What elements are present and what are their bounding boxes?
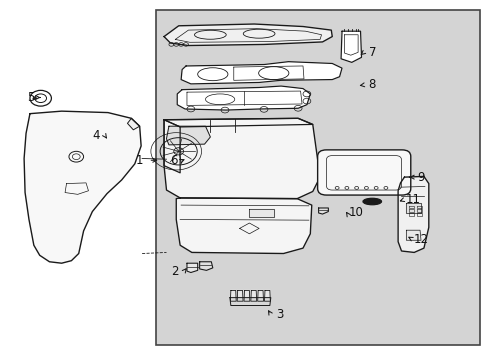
Ellipse shape: [362, 198, 381, 205]
FancyBboxPatch shape: [317, 150, 410, 195]
Polygon shape: [163, 118, 312, 127]
Text: 9: 9: [416, 171, 424, 184]
Polygon shape: [186, 263, 197, 273]
Polygon shape: [230, 291, 236, 301]
Polygon shape: [177, 86, 310, 110]
Polygon shape: [127, 118, 140, 130]
Polygon shape: [257, 291, 263, 301]
Text: 1: 1: [136, 154, 143, 167]
Polygon shape: [163, 118, 320, 199]
Polygon shape: [264, 291, 270, 301]
Text: 3: 3: [275, 308, 283, 321]
Polygon shape: [199, 262, 212, 270]
Text: 8: 8: [368, 78, 375, 91]
Text: 2: 2: [171, 265, 179, 278]
Polygon shape: [250, 291, 256, 301]
Polygon shape: [340, 31, 361, 62]
Polygon shape: [249, 210, 273, 217]
Text: 4: 4: [92, 129, 100, 142]
Text: 6: 6: [170, 154, 177, 167]
Polygon shape: [318, 208, 328, 214]
Polygon shape: [229, 298, 270, 306]
Text: 7: 7: [368, 46, 375, 59]
Polygon shape: [24, 111, 141, 263]
Polygon shape: [176, 198, 311, 253]
Polygon shape: [163, 120, 180, 173]
Polygon shape: [406, 203, 420, 213]
Polygon shape: [166, 126, 210, 145]
Polygon shape: [406, 230, 420, 240]
Polygon shape: [244, 291, 249, 301]
Text: 5: 5: [27, 91, 35, 104]
Bar: [156, 10, 479, 345]
Polygon shape: [163, 24, 331, 45]
Polygon shape: [397, 176, 428, 252]
Text: 11: 11: [405, 193, 419, 206]
Polygon shape: [237, 291, 243, 301]
Polygon shape: [181, 62, 341, 84]
Text: 12: 12: [413, 233, 427, 246]
Text: 10: 10: [347, 207, 363, 220]
